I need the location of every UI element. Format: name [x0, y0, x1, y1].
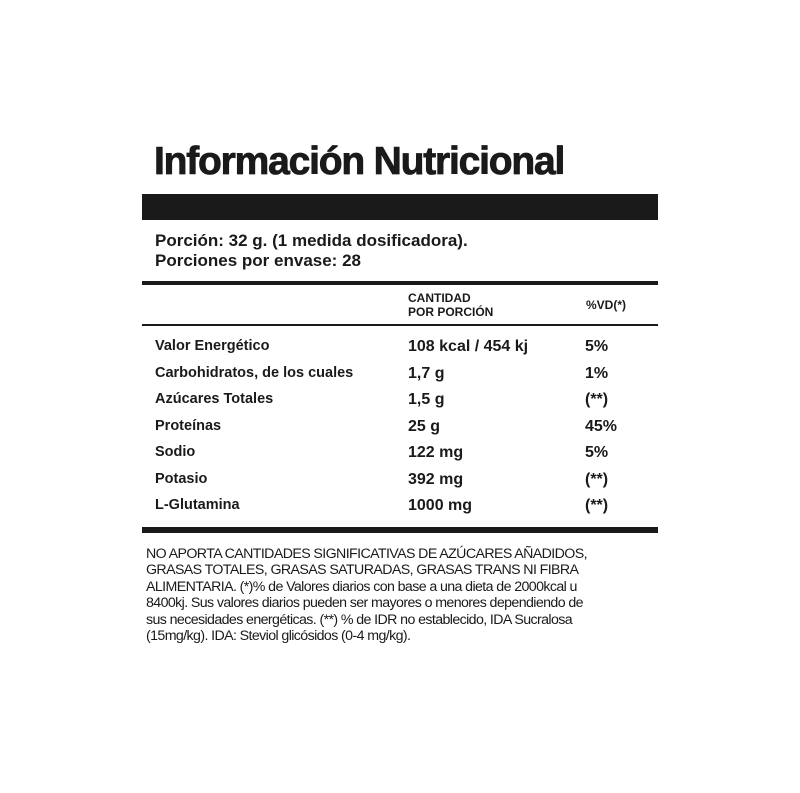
- footnote-line: NO APORTA CANTIDADES SIGNIFICATIVAS DE A…: [146, 546, 588, 562]
- table-row: Carbohidratos, de los cuales 1,7 g 1%: [155, 365, 645, 391]
- header-bar: [142, 194, 658, 220]
- servings-per-container: Porciones por envase: 28: [155, 251, 361, 270]
- footnote-line: ALIMENTARIA. (*)% de Valores diarios con…: [146, 578, 577, 595]
- nutrient-name: Proteínas: [155, 417, 222, 434]
- serving-size: Porción: 32 g. (1 medida dosificadora).: [155, 231, 468, 250]
- nutrient-dv: 45%: [585, 417, 618, 435]
- table-row: Azúcares Totales 1,5 g (**): [155, 391, 645, 417]
- footnote-line: 8400kj. Sus valores diarios pueden ser m…: [146, 595, 584, 612]
- nutrient-amount: 1,5 g: [408, 391, 445, 408]
- divider: [142, 324, 658, 326]
- nutrient-amount: 1,7 g: [408, 364, 445, 382]
- divider: [142, 527, 658, 533]
- nutrient-amount: 25 g: [408, 417, 441, 435]
- nutrient-amount: 108 kcal / 454 kj: [408, 338, 529, 355]
- nutrient-dv: 5%: [585, 444, 609, 461]
- amount-header-line2: POR PORCIÓN: [408, 305, 494, 319]
- nutrient-amount: 392 mg: [408, 470, 464, 488]
- amount-header: CANTIDAD POR PORCIÓN: [408, 291, 493, 319]
- amount-header-line1: CANTIDAD: [408, 291, 471, 305]
- footnote: NO APORTA CANTIDADES SIGNIFICATIVAS DE A…: [146, 546, 588, 645]
- nutrient-name: Azúcares Totales: [155, 391, 274, 407]
- table-row: Valor Energético 108 kcal / 454 kj 5%: [155, 338, 645, 364]
- table-row: Sodio 122 mg 5%: [155, 444, 645, 470]
- footnote-line: GRASAS TOTALES, GRASAS SATURADAS, GRASAS…: [146, 562, 579, 579]
- nutrient-dv: 1%: [585, 364, 609, 382]
- nutrient-name: Sodio: [155, 444, 196, 460]
- page-title: Información Nutricional: [154, 140, 566, 184]
- nutrient-dv: (**): [585, 470, 609, 488]
- nutrient-dv: 5%: [585, 338, 609, 355]
- nutrient-amount: 1000 mg: [408, 497, 473, 514]
- nutrient-name: Carbohidratos, de los cuales: [155, 364, 354, 381]
- nutrient-amount: 122 mg: [408, 444, 464, 461]
- table-row: Potasio 392 mg (**): [155, 471, 645, 497]
- divider: [142, 281, 658, 285]
- nutrient-dv: (**): [585, 497, 609, 514]
- dv-header: %VD(*): [586, 298, 627, 312]
- nutrient-name: L-Glutamina: [155, 497, 240, 513]
- table-row: Proteínas 25 g 45%: [155, 418, 645, 444]
- footnote-line: sus necesidades energéticas. (**) % de I…: [146, 611, 573, 628]
- nutrient-name: Potasio: [155, 470, 208, 487]
- table-row: L-Glutamina 1000 mg (**): [155, 497, 645, 523]
- nutrient-dv: (**): [585, 391, 609, 408]
- footnote-line: (15mg/kg). IDA: Steviol glicósidos (0-4 …: [146, 628, 411, 645]
- nutrient-name: Valor Energético: [155, 338, 270, 354]
